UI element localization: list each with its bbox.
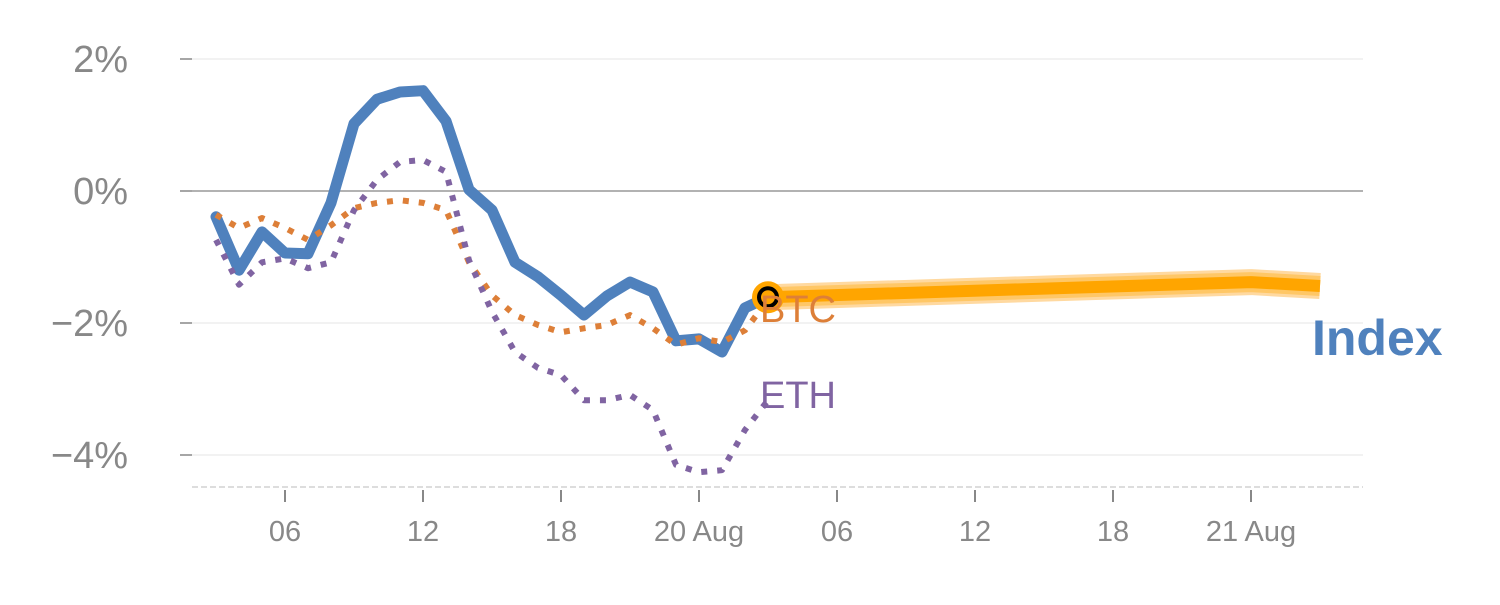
x-tick-label: 06 xyxy=(269,516,301,548)
y-tick-label: 0% xyxy=(73,171,128,213)
series-labels: BTC ETH Index xyxy=(760,289,1443,417)
x-tick-label: 21 Aug xyxy=(1206,516,1296,548)
label-index: Index xyxy=(1312,310,1443,366)
x-tick-label: 18 xyxy=(545,516,577,548)
grid xyxy=(192,58,1363,456)
y-tick-label: −4% xyxy=(51,435,128,477)
label-btc: BTC xyxy=(760,289,836,331)
x-tick-label: 06 xyxy=(821,516,853,548)
y-tick-label: −2% xyxy=(51,303,128,345)
series-line-index xyxy=(210,85,774,358)
x-axis: 06 12 18 20 Aug 06 12 18 21 Aug xyxy=(192,486,1363,548)
y-axis: 2% 0% −2% −4% xyxy=(51,39,192,477)
x-tick-label: 20 Aug xyxy=(654,516,744,548)
x-tick-label: 12 xyxy=(959,516,991,548)
current-marker-ring xyxy=(757,286,779,309)
series-line-eth xyxy=(213,156,771,476)
y-tick-label: 2% xyxy=(73,39,128,81)
forecast-line xyxy=(767,276,1321,304)
label-eth: ETH xyxy=(760,375,836,417)
series-lines xyxy=(210,85,1321,476)
x-tick-label: 12 xyxy=(407,516,439,548)
x-tick-label: 18 xyxy=(1097,516,1129,548)
current-marker xyxy=(752,281,784,314)
